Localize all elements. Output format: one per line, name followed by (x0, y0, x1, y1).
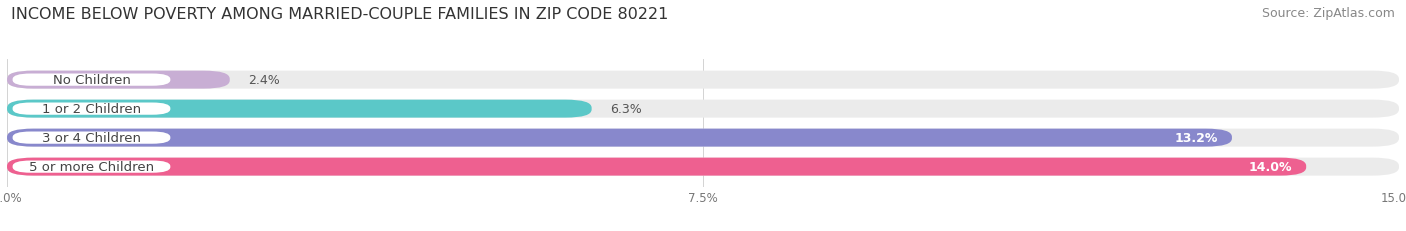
Text: 2.4%: 2.4% (249, 74, 280, 87)
FancyBboxPatch shape (13, 103, 170, 115)
Text: 6.3%: 6.3% (610, 103, 643, 116)
FancyBboxPatch shape (7, 100, 1399, 118)
FancyBboxPatch shape (7, 129, 1232, 147)
FancyBboxPatch shape (13, 74, 170, 86)
FancyBboxPatch shape (7, 71, 229, 89)
FancyBboxPatch shape (13, 161, 170, 173)
Text: 1 or 2 Children: 1 or 2 Children (42, 103, 141, 116)
Text: Source: ZipAtlas.com: Source: ZipAtlas.com (1261, 7, 1395, 20)
FancyBboxPatch shape (13, 132, 170, 144)
FancyBboxPatch shape (7, 158, 1399, 176)
Text: 3 or 4 Children: 3 or 4 Children (42, 131, 141, 145)
Text: 5 or more Children: 5 or more Children (30, 160, 155, 173)
Text: 13.2%: 13.2% (1174, 131, 1218, 145)
FancyBboxPatch shape (7, 158, 1306, 176)
FancyBboxPatch shape (7, 71, 1399, 89)
Text: 14.0%: 14.0% (1249, 160, 1292, 173)
FancyBboxPatch shape (7, 100, 592, 118)
FancyBboxPatch shape (7, 129, 1399, 147)
Text: INCOME BELOW POVERTY AMONG MARRIED-COUPLE FAMILIES IN ZIP CODE 80221: INCOME BELOW POVERTY AMONG MARRIED-COUPL… (11, 7, 669, 22)
Text: No Children: No Children (52, 74, 131, 87)
